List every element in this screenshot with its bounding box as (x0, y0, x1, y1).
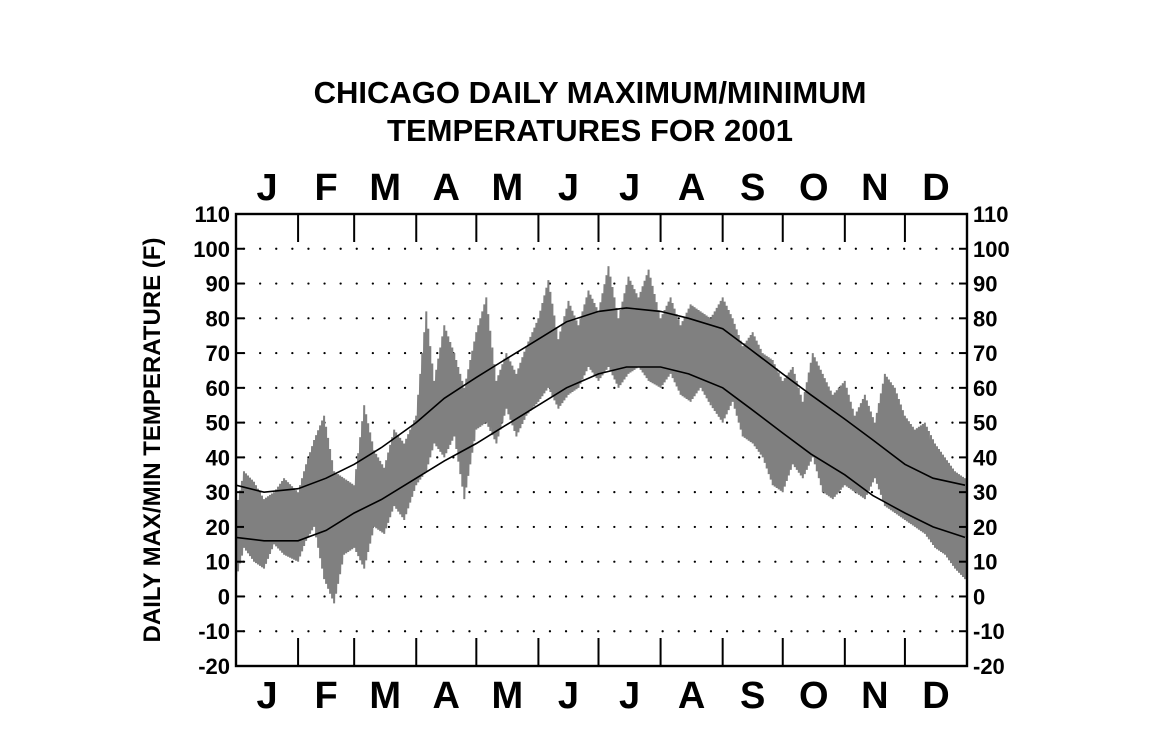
y-tick-label-right: 90 (973, 272, 997, 297)
y-tick-label-left: -10 (198, 619, 230, 644)
month-label-bottom: J (256, 675, 277, 717)
month-label-top: A (433, 167, 460, 209)
month-label-top: J (256, 167, 277, 209)
chart-title: CHICAGO DAILY MAXIMUM/MINIMUM (314, 75, 867, 110)
month-label-bottom: J (558, 675, 579, 717)
month-label-top: O (799, 167, 829, 209)
month-label-bottom: J (619, 675, 640, 717)
month-label-bottom: A (678, 675, 705, 717)
y-tick-label-left: 30 (206, 480, 230, 505)
y-tick-label-right: 10 (973, 550, 997, 575)
y-tick-label-left: 20 (206, 515, 230, 540)
month-label-bottom: D (922, 675, 949, 717)
month-label-bottom: M (492, 675, 524, 717)
month-label-bottom: S (740, 675, 765, 717)
month-label-top: M (492, 167, 524, 209)
y-tick-label-right: 20 (973, 515, 997, 540)
month-label-bottom: O (799, 675, 829, 717)
y-tick-label-left: 100 (193, 237, 230, 262)
daily-range-series (235, 266, 966, 604)
y-tick-label-right: 30 (973, 480, 997, 505)
normal-low-line (235, 366, 966, 542)
y-tick-label-left: 40 (206, 445, 230, 470)
y-tick-label-left: 10 (206, 550, 230, 575)
month-label-top: S (740, 167, 765, 209)
chart-subtitle: TEMPERATURES FOR 2001 (387, 113, 793, 148)
plot-border (234, 212, 969, 668)
y-tick-label-left: 0 (218, 584, 230, 609)
month-label-top: D (922, 167, 949, 209)
month-label-top: J (558, 167, 579, 209)
y-tick-label-left: 60 (206, 376, 230, 401)
y-axis-title: DAILY MAX/MIN TEMPERATURE (F) (139, 238, 166, 643)
y-tick-label-right: 110 (973, 202, 1009, 227)
y-tick-label-left: -20 (198, 654, 230, 679)
y-tick-label-right: 0 (973, 584, 985, 609)
y-tick-label-right: 100 (973, 237, 1010, 262)
y-tick-label-left: 50 (206, 411, 230, 436)
y-tick-label-right: 40 (973, 445, 997, 470)
y-tick-label-right: 80 (973, 306, 997, 331)
y-tick-label-right: -10 (973, 619, 1005, 644)
month-label-top: F (315, 167, 338, 209)
month-label-top: J (619, 167, 640, 209)
y-tick-label-right: -20 (973, 654, 1005, 679)
month-label-top: N (861, 167, 888, 209)
normals-series (235, 307, 966, 542)
month-label-bottom: N (861, 675, 888, 717)
daily-range-trace (235, 266, 966, 604)
y-tick-label-right: 50 (973, 411, 997, 436)
month-label-bottom: F (315, 675, 338, 717)
normal-high-line (235, 307, 966, 494)
y-tick-label-right: 60 (973, 376, 997, 401)
plot-frame (234, 212, 969, 668)
month-label-bottom: A (433, 675, 460, 717)
y-tick-label-left: 70 (206, 341, 230, 366)
y-tick-label-left: 90 (206, 272, 230, 297)
month-label-top: A (678, 167, 705, 209)
y-tick-label-left: 110 (195, 202, 231, 227)
month-label-top: M (369, 167, 401, 209)
month-label-bottom: M (369, 675, 401, 717)
y-tick-label-left: 80 (206, 306, 230, 331)
y-tick-label-right: 70 (973, 341, 997, 366)
